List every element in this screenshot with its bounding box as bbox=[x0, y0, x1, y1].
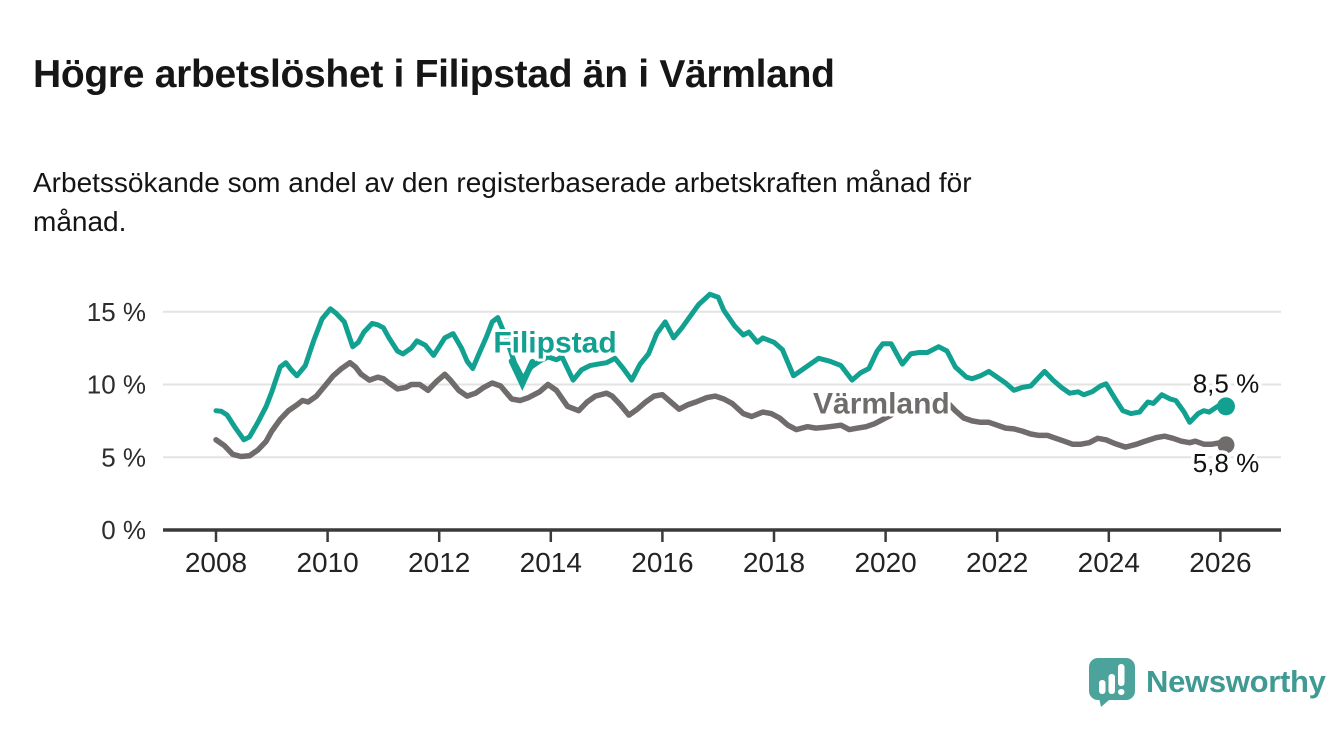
x-axis-tick-label: 2016 bbox=[631, 547, 693, 578]
chart-subtitle: Arbetssökande som andel av den registerb… bbox=[33, 167, 972, 237]
filipstad-line bbox=[213, 291, 1229, 443]
y-axis-tick-label: 0 % bbox=[101, 515, 146, 545]
x-axis-tick-label: 2020 bbox=[854, 547, 916, 578]
filipstad-end-dot bbox=[1216, 397, 1235, 416]
x-axis-tick-label: 2018 bbox=[743, 547, 805, 578]
end-value-label-filipstad: 8,5 % bbox=[1193, 369, 1260, 399]
y-axis-tick-label: 5 % bbox=[101, 442, 146, 472]
bar-chart-speech-bubble-icon bbox=[1089, 658, 1135, 707]
newsworthy-logo: Newsworthy bbox=[1088, 657, 1328, 707]
x-axis-tick-label: 2014 bbox=[520, 547, 582, 578]
chart-title: Högre arbetslöshet i Filipstad än i Värm… bbox=[33, 53, 835, 97]
filipstad-series-label: Filipstad bbox=[493, 326, 616, 359]
varmland-series-label: Värmland bbox=[813, 388, 950, 421]
x-axis-tick-label: 2012 bbox=[408, 547, 470, 578]
end-value-label-varmland: 5,8 % bbox=[1193, 448, 1260, 478]
varmland-line bbox=[213, 359, 1229, 460]
y-axis-tick-label: 15 % bbox=[87, 297, 146, 327]
filipstad-arrow-icon bbox=[508, 358, 536, 391]
x-axis-tick-label: 2022 bbox=[966, 547, 1028, 578]
y-axis-tick-label: 10 % bbox=[87, 370, 146, 400]
x-axis-tick-label: 2008 bbox=[185, 547, 247, 578]
varmland-end-dot bbox=[1217, 436, 1235, 454]
x-axis-tick-label: 2010 bbox=[296, 547, 358, 578]
brand-name: Newsworthy bbox=[1146, 664, 1326, 699]
x-axis-tick-label: 2024 bbox=[1078, 547, 1140, 578]
x-axis-tick-label: 2026 bbox=[1189, 547, 1251, 578]
